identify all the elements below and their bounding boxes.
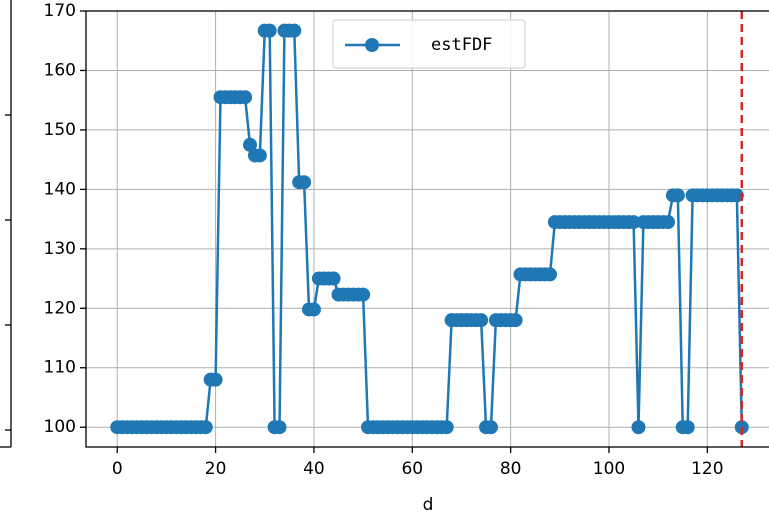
marker [542, 267, 557, 282]
marker [238, 90, 253, 105]
legend-label: estFDF [431, 35, 492, 55]
y-tick-label: 120 [44, 298, 76, 318]
marker [631, 420, 646, 435]
marker [272, 420, 287, 435]
marker [729, 188, 744, 203]
marker [252, 148, 267, 163]
y-tick-label: 130 [44, 239, 76, 259]
y-tick-label: 100 [44, 417, 76, 437]
marker [287, 23, 302, 38]
y-tick-label: 140 [44, 179, 76, 199]
x-tick-label: 20 [205, 459, 227, 479]
marker [326, 271, 341, 286]
x-tick-label: 100 [593, 459, 625, 479]
plot-frame [85, 10, 769, 448]
y-tick-label: 160 [44, 60, 76, 80]
marker [474, 313, 489, 328]
marker [297, 175, 312, 190]
marker [508, 313, 523, 328]
marker [483, 420, 498, 435]
neighbor-chart-edge [0, 0, 12, 448]
marker [670, 188, 685, 203]
legend-box [332, 19, 526, 69]
marker [680, 420, 695, 435]
x-tick-label: 40 [303, 459, 325, 479]
marker [306, 302, 321, 317]
x-tick-label: 0 [112, 459, 123, 479]
x-tick-label: 80 [500, 459, 522, 479]
legend: estFDF [332, 19, 526, 69]
marker [262, 23, 277, 38]
x-tick-label: 120 [691, 459, 723, 479]
marker [626, 215, 641, 230]
marker [439, 420, 454, 435]
marker [243, 137, 258, 152]
marker [198, 420, 213, 435]
y-tick-label: 150 [44, 120, 76, 140]
marker [661, 215, 676, 230]
x-axis-label: d [423, 495, 434, 515]
x-tick-label: 60 [401, 459, 423, 479]
marker [208, 372, 223, 387]
y-tick-label: 170 [44, 1, 76, 21]
legend-marker [365, 38, 379, 52]
marker [356, 287, 371, 302]
y-tick-label: 110 [44, 358, 76, 378]
